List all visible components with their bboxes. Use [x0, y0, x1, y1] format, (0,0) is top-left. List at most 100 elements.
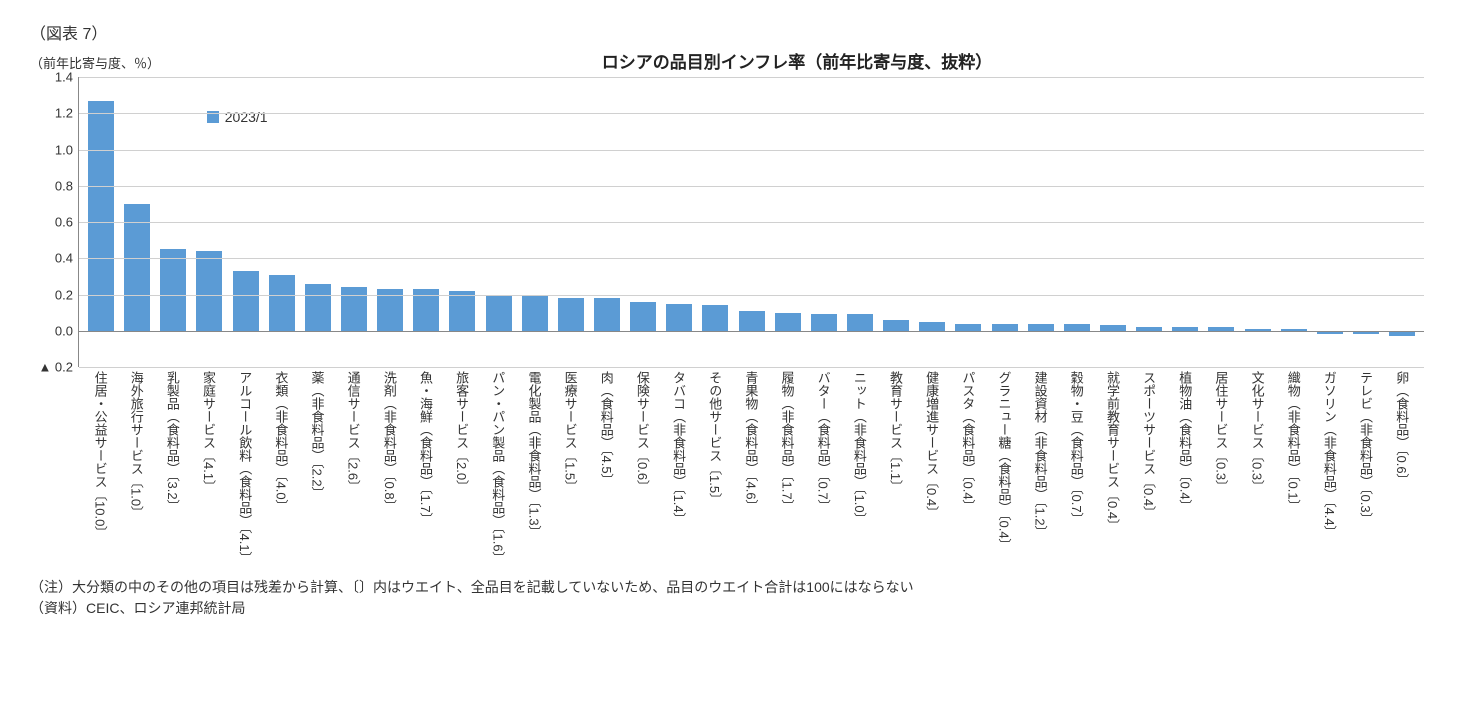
- x-label-slot: 保険サービス〔0.6〕: [624, 367, 660, 565]
- bar: [666, 304, 692, 331]
- gridline: [79, 150, 1424, 151]
- x-axis-labels: 住居・公益サービス〔10.0〕海外旅行サービス〔1.0〕乳製品（食料品）〔3.2…: [78, 367, 1424, 565]
- gridline: [79, 186, 1424, 187]
- bar: [196, 251, 222, 331]
- x-label-slot: 通信サービス〔2.6〕: [335, 367, 371, 565]
- bar: [233, 271, 259, 331]
- x-tick-label: パン・パン製品（食料品）〔1.6〕: [488, 367, 507, 565]
- bar: [594, 298, 620, 331]
- bar: [847, 314, 873, 330]
- x-label-slot: グラニュー糖（食料品）〔0.4〕: [986, 367, 1022, 565]
- x-tick-label: 青果物（食料品）〔4.6〕: [741, 367, 760, 565]
- x-label-slot: パン・パン製品（食料品）〔1.6〕: [480, 367, 516, 565]
- bar: [811, 314, 837, 330]
- y-tick-label: 1.4: [55, 70, 79, 85]
- x-label-slot: 穀物・豆（食料品）〔0.7〕: [1058, 367, 1094, 565]
- chart-area: 2023/1 ▲ 0.20.00.20.40.60.81.01.21.4: [78, 77, 1424, 367]
- x-tick-label: ニット（非食料品）〔1.0〕: [850, 367, 869, 565]
- y-tick-label: ▲ 0.2: [38, 360, 79, 375]
- plot-area: 2023/1 ▲ 0.20.00.20.40.60.81.01.21.4: [78, 77, 1424, 367]
- y-tick-label: 0.4: [55, 251, 79, 266]
- x-tick-label: 電化製品（非食料品）〔1.3〕: [524, 367, 543, 565]
- figure-label: （図表 7）: [30, 20, 1434, 44]
- x-tick-label: テレビ（非食料品）〔0.3〕: [1356, 367, 1375, 565]
- x-tick-label: 旅客サービス〔2.0〕: [452, 367, 471, 565]
- x-tick-label: 衣類（非食料品）〔4.0〕: [271, 367, 290, 565]
- x-label-slot: 履物（非食料品）〔1.7〕: [769, 367, 805, 565]
- gridline: [79, 222, 1424, 223]
- x-tick-label: 保険サービス〔0.6〕: [633, 367, 652, 565]
- x-tick-label: スポーツサービス〔0.4〕: [1139, 367, 1158, 565]
- x-tick-label: バター（食料品）〔0.7〕: [814, 367, 833, 565]
- x-tick-label: その他サービス〔1.5〕: [705, 367, 724, 565]
- x-label-slot: アルコール飲料（食料品）〔4.1〕: [227, 367, 263, 565]
- x-tick-label: 建設資材（非食料品）〔1.2〕: [1031, 367, 1050, 565]
- x-label-slot: 織物（非食料品）〔0.1〕: [1275, 367, 1311, 565]
- x-label-slot: 衣類（非食料品）〔4.0〕: [263, 367, 299, 565]
- x-label-slot: 肉（食料品）〔4.5〕: [588, 367, 624, 565]
- x-label-slot: 電化製品（非食料品）〔1.3〕: [516, 367, 552, 565]
- x-tick-label: 就学前教育サービス〔0.4〕: [1103, 367, 1122, 565]
- x-label-slot: 洗剤（非食料品）〔0.8〕: [371, 367, 407, 565]
- bar: [449, 291, 475, 331]
- x-label-slot: タバコ（非食料品）〔1.4〕: [661, 367, 697, 565]
- x-tick-label: 家庭サービス〔4.1〕: [199, 367, 218, 565]
- x-tick-label: 穀物・豆（食料品）〔0.7〕: [1067, 367, 1086, 565]
- footnote-line: （注）大分類の中のその他の項目は残差から計算、〔〕内はウエイト、全品目を記載して…: [30, 577, 1434, 598]
- bar: [88, 101, 114, 331]
- footnote-line: （資料）CEIC、ロシア連邦統計局: [30, 598, 1434, 619]
- y-tick-label: 0.2: [55, 287, 79, 302]
- bar: [739, 311, 765, 331]
- x-label-slot: 教育サービス〔1.1〕: [877, 367, 913, 565]
- x-label-slot: 文化サービス〔0.3〕: [1239, 367, 1275, 565]
- x-tick-label: ガソリン（非食料品）〔4.4〕: [1320, 367, 1339, 565]
- x-label-slot: 海外旅行サービス〔1.0〕: [118, 367, 154, 565]
- chart-header: （前年比寄与度、％） ロシアの品目別インフレ率（前年比寄与度、抜粋）: [30, 50, 1434, 73]
- x-label-slot: 卵（食料品）〔0.6〕: [1384, 367, 1420, 565]
- x-tick-label: パスタ（食料品）〔0.4〕: [958, 367, 977, 565]
- x-label-slot: 植物油（食料品）〔0.4〕: [1167, 367, 1203, 565]
- bar: [160, 249, 186, 331]
- gridline: [79, 295, 1424, 296]
- gridline: [79, 113, 1424, 114]
- legend-label: 2023/1: [225, 109, 268, 125]
- gridline: [79, 258, 1424, 259]
- bar: [883, 320, 909, 331]
- x-label-slot: 住居・公益サービス〔10.0〕: [82, 367, 118, 565]
- x-tick-label: 居住サービス〔0.3〕: [1211, 367, 1230, 565]
- x-tick-label: 魚・海鮮（食料品）〔1.7〕: [416, 367, 435, 565]
- x-label-slot: その他サービス〔1.5〕: [697, 367, 733, 565]
- y-axis-label: （前年比寄与度、％）: [30, 53, 160, 72]
- x-tick-label: 植物油（食料品）〔0.4〕: [1175, 367, 1194, 565]
- x-tick-label: 医療サービス〔1.5〕: [561, 367, 580, 565]
- bar: [486, 296, 512, 330]
- x-tick-label: 健康増進サービス〔0.4〕: [922, 367, 941, 565]
- x-label-slot: 就学前教育サービス〔0.4〕: [1094, 367, 1130, 565]
- bar: [558, 298, 584, 331]
- x-tick-label: 住居・公益サービス〔10.0〕: [91, 367, 110, 565]
- bar: [630, 302, 656, 331]
- x-tick-label: 卵（食料品）〔0.6〕: [1392, 367, 1411, 565]
- y-tick-label: 1.0: [55, 142, 79, 157]
- gridline: [79, 331, 1424, 332]
- x-label-slot: バター（食料品）〔0.7〕: [805, 367, 841, 565]
- x-label-slot: 青果物（食料品）〔4.6〕: [733, 367, 769, 565]
- x-tick-label: 織物（非食料品）〔0.1〕: [1284, 367, 1303, 565]
- y-tick-label: 1.2: [55, 106, 79, 121]
- x-tick-label: グラニュー糖（食料品）〔0.4〕: [994, 367, 1013, 565]
- x-label-slot: 薬（非食料品）〔2.2〕: [299, 367, 335, 565]
- x-tick-label: 薬（非食料品）〔2.2〕: [308, 367, 327, 565]
- x-tick-label: 乳製品（食料品）〔3.2〕: [163, 367, 182, 565]
- x-tick-label: 文化サービス〔0.3〕: [1248, 367, 1267, 565]
- bar: [702, 305, 728, 330]
- x-tick-label: 教育サービス〔1.1〕: [886, 367, 905, 565]
- bar: [919, 322, 945, 331]
- x-label-slot: 居住サービス〔0.3〕: [1203, 367, 1239, 565]
- x-label-slot: 乳製品（食料品）〔3.2〕: [154, 367, 190, 565]
- y-tick-label: 0.8: [55, 178, 79, 193]
- bar: [1064, 324, 1090, 331]
- x-label-slot: パスタ（食料品）〔0.4〕: [950, 367, 986, 565]
- bar: [955, 324, 981, 331]
- x-tick-label: タバコ（非食料品）〔1.4〕: [669, 367, 688, 565]
- bar: [992, 324, 1018, 331]
